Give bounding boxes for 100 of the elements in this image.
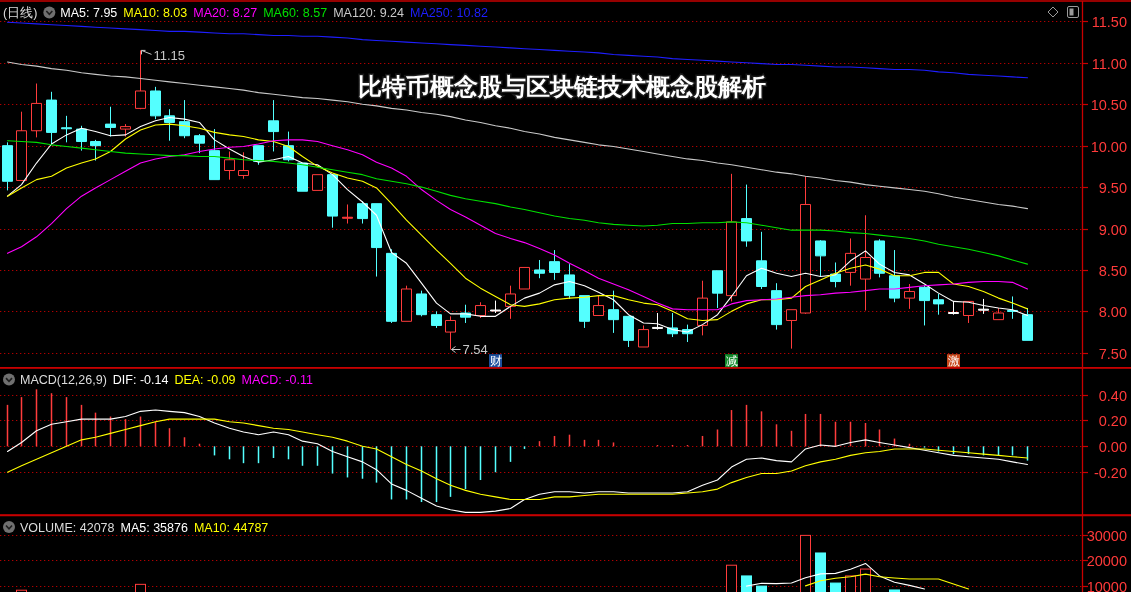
y-tick-label: 11.00 [1091,55,1127,72]
text: MA20: 8.27 [193,6,258,20]
candlestick [431,310,442,329]
candlestick [993,307,1004,321]
candlestick [253,145,264,166]
candlestick [490,300,501,314]
text: 比特币概念股与区块链技术概念股解析 [358,73,766,100]
candlestick [179,99,190,139]
candlestick [61,115,72,143]
candlestick [2,141,13,191]
chart-subtitle: (日线) [3,6,38,20]
candlestick [312,174,323,191]
annotation: 财 [489,354,502,367]
line-series [6,418,1029,500]
candlestick [786,309,797,350]
y-tick-label: 20000 [1086,552,1127,569]
candlestick [90,139,101,162]
candlestick [534,259,545,279]
candlestick [150,86,161,120]
y-tick-label: 7.50 [1098,345,1127,362]
candlestick [712,270,723,309]
candlestick [741,184,752,248]
candlestick [297,162,308,192]
line-series [6,140,1029,265]
candlestick [623,315,634,348]
y-tick-label: 10000 [1086,578,1127,592]
annotation: VOLUME: 42078 [20,520,115,535]
candlestick [386,248,397,324]
annotation: 减 [725,354,738,367]
candlestick [593,295,604,316]
candlestick [978,298,989,315]
text: MA5: 7.95 [60,6,118,20]
y-tick-label: 0.20 [1098,412,1127,429]
candlestick [224,150,235,181]
annotation: 7.54 [462,342,488,358]
candlestick [76,125,87,152]
y-tick-label: 8.00 [1098,303,1127,320]
y-tick-label: 10.00 [1090,138,1127,155]
candlestick [919,285,930,326]
annotation: 11.15 [153,48,186,64]
candlestick [238,151,249,180]
candlestick [963,300,974,324]
candlestick [815,239,826,278]
candlestick [771,282,782,331]
candlestick [31,83,42,138]
annotation: MACD: -0.11 [241,373,313,388]
candlestick [1007,295,1018,320]
candlestick [475,301,486,319]
text: MA10: 44787 [193,520,269,535]
candlestick [371,203,382,278]
candlestick [726,173,737,302]
candlestick [948,300,959,316]
candlestick [16,111,27,181]
candlestick [933,293,944,316]
candlestick [579,295,590,329]
series-label: DIF: -0.14 [112,373,169,388]
candlestick [860,214,871,312]
line-series [804,573,970,590]
candlestick [46,91,57,146]
candlestick [209,128,220,181]
candlestick [135,49,146,110]
y-tick-label: 0.00 [1098,438,1127,455]
text: MA60: 8.57 [263,6,328,20]
text: DEA: -0.09 [174,373,236,388]
line-series [6,409,1029,513]
y-tick-label: 9.00 [1098,221,1127,238]
y-tick-label: -0.20 [1093,464,1127,481]
text: MA120: 9.24 [333,6,405,20]
candlestick [120,123,131,138]
annotation: 激 [947,354,960,367]
candlestick [756,231,767,290]
y-tick-label: 30000 [1086,527,1127,544]
candlestick [401,285,412,322]
candlestick [564,263,575,300]
candlestick [889,249,900,303]
candlestick [1022,307,1033,341]
chart-title: MACD(12,26,9) [20,373,107,388]
candlestick [342,203,353,225]
candlestick [608,290,619,334]
line-series [745,562,926,590]
y-tick-label: 0.40 [1098,387,1127,404]
candlestick [904,283,915,310]
series-label: MA250: 10.82 [410,6,488,20]
y-tick-label: 9.50 [1098,179,1127,196]
candlestick [519,266,530,290]
candlestick [357,200,368,225]
candlestick [638,324,649,348]
line-series [6,61,1029,210]
candlestick [268,99,279,152]
candlestick [194,133,205,154]
text: MA5: 35876 [120,520,188,535]
candlestick [549,249,560,281]
text: MA10: 8.03 [123,6,188,20]
y-tick-label: 11.50 [1091,13,1127,30]
candlestick [416,290,427,317]
y-tick-label: 8.50 [1098,262,1127,279]
y-tick-label: 10.50 [1090,96,1127,113]
candlestick [800,175,811,315]
candlestick [105,106,116,138]
candlestick [445,315,456,350]
